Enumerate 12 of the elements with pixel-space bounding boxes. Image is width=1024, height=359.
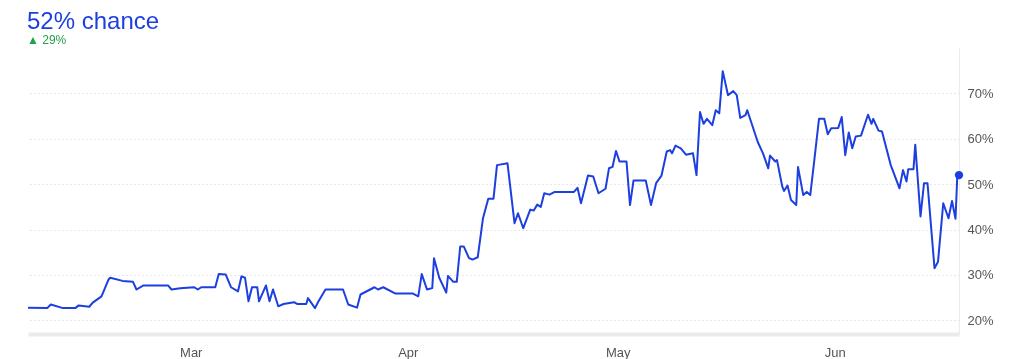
x-tick-label: Jun <box>824 344 846 359</box>
chart-title: 52% chance <box>27 7 160 34</box>
x-tick-label: Apr <box>398 344 420 359</box>
y-tick-label: 30% <box>967 267 994 283</box>
y-tick-label: 50% <box>967 176 994 192</box>
x-tick-label: Mar <box>180 344 204 359</box>
x-tick-label: May <box>605 344 632 359</box>
chart-subtitle: ▲ 29% <box>27 33 67 47</box>
y-tick-label: 70% <box>967 85 994 101</box>
y-tick-label: 20% <box>967 312 994 328</box>
y-tick-label: 40% <box>967 222 994 238</box>
y-tick-label: 60% <box>967 131 994 147</box>
